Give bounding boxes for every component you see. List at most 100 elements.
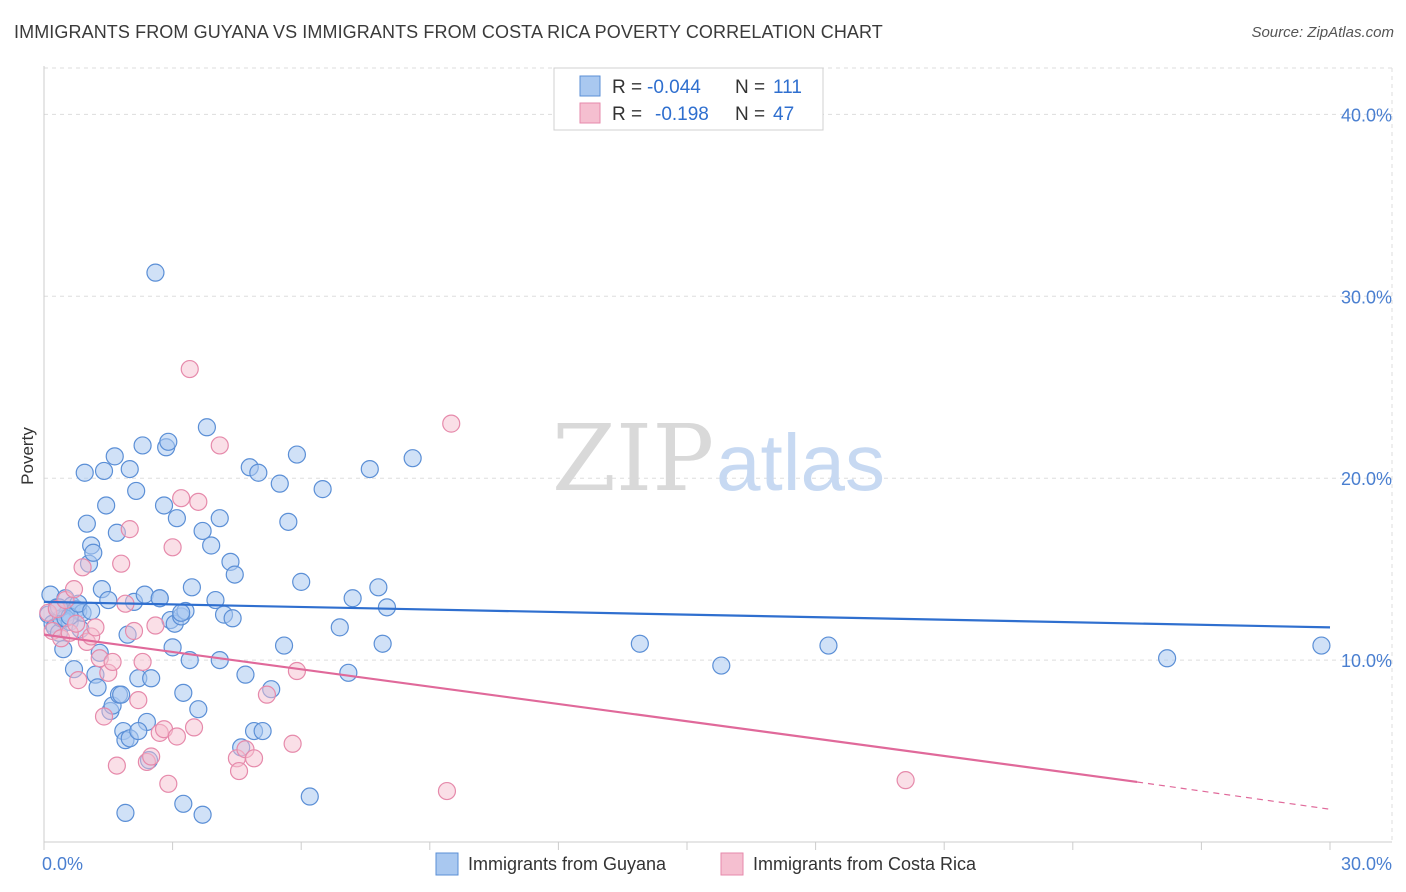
costa-rica-point-20 xyxy=(120,520,139,539)
guyana-point-63 xyxy=(197,418,216,437)
guyana-point-102 xyxy=(150,589,169,608)
guyana-point-69 xyxy=(223,609,242,628)
trend-lines xyxy=(43,600,1331,810)
watermark-atlas: atlas xyxy=(716,418,885,507)
costa-rica-point-43 xyxy=(287,661,307,681)
bottom-legend-swatch-costa-rica xyxy=(720,852,744,876)
costa-rica-point-41 xyxy=(257,685,277,704)
watermark: ZIP atlas xyxy=(552,405,885,512)
costa-rica-point-46 xyxy=(896,771,915,790)
legend: R = -0.044 N = 111 R = -0.198 N = 47 xyxy=(553,67,824,131)
axes xyxy=(43,66,1392,850)
guyana-point-23 xyxy=(88,678,107,697)
guyana-point-80 xyxy=(279,512,298,531)
legend-r-value-guyana: -0.044 xyxy=(647,77,701,98)
trend-line-costa-rica xyxy=(43,633,1138,784)
costa-rica-point-12 xyxy=(86,618,105,637)
costa-rica-point-30 xyxy=(163,538,182,557)
x-tick-label-max: 30.0% xyxy=(1341,854,1392,874)
costa-rica-point-31 xyxy=(167,727,186,746)
guyana-point-62 xyxy=(193,521,212,541)
guyana-point-109 xyxy=(82,601,101,621)
x-tick-label-min: 0.0% xyxy=(42,854,83,874)
legend-n-label-costa-rica: N = xyxy=(735,104,765,125)
guyana-point-76 xyxy=(253,721,272,741)
bottom-legend-label-guyana: Immigrants from Guyana xyxy=(468,854,667,874)
y-tick-label-2: 30.0% xyxy=(1341,287,1392,307)
y-tick-label-1: 20.0% xyxy=(1341,469,1392,489)
costa-rica-point-22 xyxy=(129,691,148,710)
guyana-point-57 xyxy=(174,683,193,702)
series-guyana-points xyxy=(39,263,1331,824)
legend-r-value-costa-rica: -0.198 xyxy=(655,104,709,125)
guyana-point-66 xyxy=(210,509,229,528)
guyana-point-81 xyxy=(287,445,307,464)
guyana-point-96 xyxy=(1158,649,1177,668)
costa-rica-point-33 xyxy=(180,359,199,379)
chart-source: Source: ZipAtlas.com xyxy=(1251,24,1394,41)
guyana-point-38 xyxy=(120,459,139,479)
guyana-point-18 xyxy=(77,514,96,533)
guyana-point-91 xyxy=(377,598,397,617)
costa-rica-point-21 xyxy=(124,621,144,641)
guyana-point-84 xyxy=(313,480,332,499)
legend-n-value-costa-rica: 47 xyxy=(773,104,794,125)
guyana-point-103 xyxy=(172,603,191,622)
bottom-legend-swatch-guyana xyxy=(435,852,459,876)
watermark-zip: ZIP xyxy=(552,405,714,512)
guyana-point-70 xyxy=(225,565,244,584)
costa-rica-point-35 xyxy=(189,492,208,511)
guyana-point-27 xyxy=(97,496,116,515)
y-tick-labels: 10.0% 20.0% 30.0% 40.0% xyxy=(1341,105,1392,671)
guyana-point-61 xyxy=(189,700,208,719)
guyana-point-88 xyxy=(360,459,379,479)
costa-rica-point-8 xyxy=(69,671,88,690)
costa-rica-point-38 xyxy=(229,761,249,781)
costa-rica-point-14 xyxy=(94,707,114,726)
guyana-point-49 xyxy=(154,496,174,515)
guyana-point-17 xyxy=(75,463,94,482)
y-tick-label-3: 40.0% xyxy=(1341,105,1392,125)
guyana-point-47 xyxy=(146,263,165,282)
costa-rica-point-40 xyxy=(244,749,264,768)
costa-rica-point-7 xyxy=(67,614,86,633)
costa-rica-point-6 xyxy=(64,580,84,599)
costa-rica-point-42 xyxy=(283,734,302,753)
y-axis-label: Poverty xyxy=(18,427,37,485)
guyana-point-60 xyxy=(182,578,201,597)
bottom-legend: Immigrants from Guyana Immigrants from C… xyxy=(435,852,977,876)
guyana-point-97 xyxy=(1312,636,1331,655)
guyana-point-31 xyxy=(105,447,124,466)
guyana-point-79 xyxy=(274,636,294,655)
legend-n-value-guyana: 111 xyxy=(773,77,802,98)
guyana-point-40 xyxy=(127,481,146,501)
guyana-point-92 xyxy=(403,449,422,468)
legend-swatch-costa-rica xyxy=(579,102,601,124)
chart-title: IMMIGRANTS FROM GUYANA VS IMMIGRANTS FRO… xyxy=(14,22,883,42)
guyana-point-75 xyxy=(249,463,268,482)
costa-rica-point-9 xyxy=(73,558,92,577)
costa-rica-point-23 xyxy=(133,652,152,672)
guyana-point-110 xyxy=(129,721,148,741)
guyana-point-89 xyxy=(369,578,388,597)
guyana-point-93 xyxy=(630,634,649,653)
costa-rica-point-32 xyxy=(172,489,191,508)
costa-rica-point-45 xyxy=(437,781,457,801)
guyana-point-26 xyxy=(94,461,114,481)
guyana-point-43 xyxy=(135,585,154,604)
guyana-point-78 xyxy=(270,474,289,493)
costa-rica-point-17 xyxy=(107,756,126,775)
legend-swatch-guyana xyxy=(579,75,601,97)
y-tick-label-0: 10.0% xyxy=(1341,651,1392,671)
guyana-point-87 xyxy=(343,589,362,608)
bottom-legend-label-costa-rica: Immigrants from Costa Rica xyxy=(753,854,977,874)
trend-line-guyana xyxy=(43,600,1331,629)
guyana-point-72 xyxy=(236,665,255,684)
guyana-point-46 xyxy=(142,669,161,688)
guyana-point-51 xyxy=(159,432,178,451)
costa-rica-point-34 xyxy=(184,718,204,737)
guyana-point-95 xyxy=(819,636,838,655)
costa-rica-point-18 xyxy=(112,554,131,573)
costa-rica-point-25 xyxy=(142,747,161,766)
